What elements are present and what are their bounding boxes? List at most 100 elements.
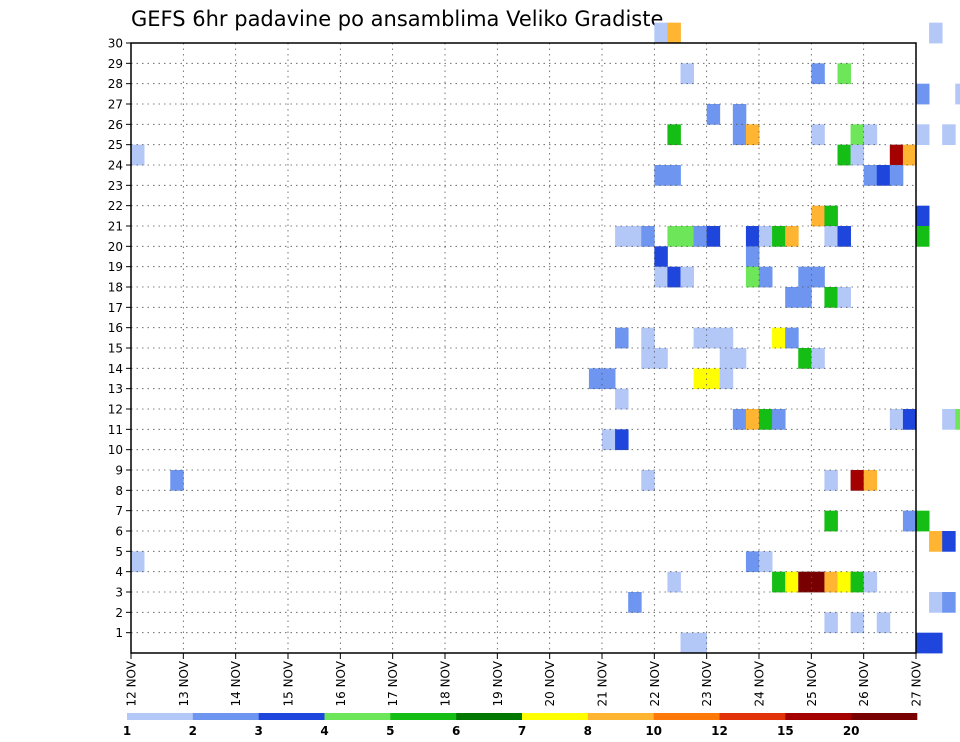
precip-cell [916, 226, 930, 247]
precip-cell [745, 226, 760, 247]
precip-cell [889, 144, 904, 166]
precip-cell [641, 470, 655, 491]
x-tick-label: 12 NOV [125, 660, 139, 706]
precip-cell [785, 226, 799, 247]
precip-cell [824, 470, 838, 491]
precip-cell [641, 348, 655, 369]
precip-cell [602, 429, 616, 451]
y-tick-label: 23 [108, 179, 123, 193]
colorbar-swatch [587, 713, 654, 720]
precip-cell [824, 287, 838, 308]
colorbar-label: 3 [254, 724, 262, 738]
colorbar-label: 10 [645, 724, 662, 738]
colorbar-label: 7 [518, 724, 526, 738]
precip-cell [602, 368, 616, 390]
y-tick-label: 24 [108, 159, 123, 173]
y-tick-label: 3 [115, 586, 123, 600]
precip-cell [942, 592, 956, 613]
precip-cell [902, 510, 917, 532]
precip-cell [824, 571, 838, 593]
colorbar-swatch [456, 713, 523, 720]
precip-cell [850, 571, 865, 593]
precip-cell [667, 226, 681, 247]
precip-cell [170, 470, 184, 491]
precip-cell [785, 571, 799, 593]
precip-cell [863, 470, 878, 491]
precip-cell [759, 551, 773, 573]
colorbar-label: 2 [189, 724, 197, 738]
x-tick-label: 19 NOV [491, 660, 505, 706]
colorbar: 1 2 3 4 5 6 7 8 10 12 15 20 [123, 713, 918, 738]
precip-cell [837, 144, 851, 166]
y-tick-label: 25 [108, 138, 123, 152]
precip-cell [693, 226, 708, 247]
precip-cell [131, 551, 145, 573]
precip-cell [732, 124, 747, 146]
precip-cell [902, 144, 917, 166]
precip-cell [667, 22, 681, 44]
colorbar-swatch [324, 713, 391, 720]
y-tick-label: 22 [108, 199, 123, 213]
precip-cell [955, 83, 960, 105]
y-tick-label: 8 [115, 484, 123, 498]
precip-cell [732, 348, 747, 369]
precip-cell [706, 104, 721, 125]
precip-cell [850, 612, 865, 634]
precip-cell [811, 124, 825, 146]
x-tick-label: 13 NOV [177, 660, 191, 706]
precip-cell [929, 592, 943, 613]
precip-cell [772, 409, 786, 430]
precip-cell [942, 409, 956, 430]
precip-cell [916, 124, 930, 146]
precip-cell [654, 22, 668, 44]
x-tick-label: 15 NOV [282, 660, 296, 706]
y-tick-label: 28 [108, 77, 123, 91]
precip-cell [654, 348, 668, 369]
y-tick-label: 11 [108, 423, 123, 437]
precip-cell [680, 226, 694, 247]
precip-cell [745, 124, 760, 146]
colorbar-label: 20 [843, 724, 860, 738]
colorbar-swatch [192, 713, 259, 720]
precip-cell [850, 470, 865, 491]
precip-cell [902, 409, 917, 430]
precip-cell [641, 226, 655, 247]
precip-cell [824, 226, 838, 247]
y-tick-label: 15 [108, 342, 123, 356]
y-tick-label: 7 [115, 504, 123, 518]
x-tick-label: 21 NOV [596, 660, 610, 706]
precip-cell [693, 632, 708, 654]
colorbar-swatch [127, 713, 194, 720]
x-tick-label: 26 NOV [857, 660, 871, 706]
precip-cell [837, 287, 851, 308]
x-tick-label: 14 NOV [229, 660, 243, 706]
precip-cell [759, 409, 773, 430]
precip-cell [615, 327, 629, 349]
colorbar-swatch [522, 713, 589, 720]
y-tick-label: 29 [108, 57, 123, 71]
precip-cell [811, 571, 825, 593]
x-tick-label: 18 NOV [439, 660, 453, 706]
colorbar-swatch [653, 713, 720, 720]
precip-cell [876, 612, 891, 634]
precip-cell [654, 165, 668, 186]
colorbar-label: 1 [123, 724, 131, 738]
precip-cell [693, 327, 708, 349]
y-tick-label: 5 [115, 545, 123, 559]
colorbar-swatch [258, 713, 325, 720]
precip-cell [654, 246, 668, 268]
precip-cell [863, 165, 878, 186]
y-tick-label: 1 [115, 626, 123, 640]
colorbar-swatch [785, 713, 852, 720]
x-tick-label: 25 NOV [805, 660, 819, 706]
y-tick-label: 30 [108, 37, 123, 51]
colorbar-label: 6 [452, 724, 460, 738]
y-tick-label: 9 [115, 464, 123, 478]
precip-cell [863, 124, 878, 146]
precip-cell [863, 571, 878, 593]
precip-cell [942, 124, 956, 146]
chart-title: GEFS 6hr padavine po ansamblima Veliko G… [131, 7, 663, 31]
precip-cell [955, 409, 960, 430]
colorbar-label: 15 [777, 724, 794, 738]
precip-cell [654, 266, 668, 288]
